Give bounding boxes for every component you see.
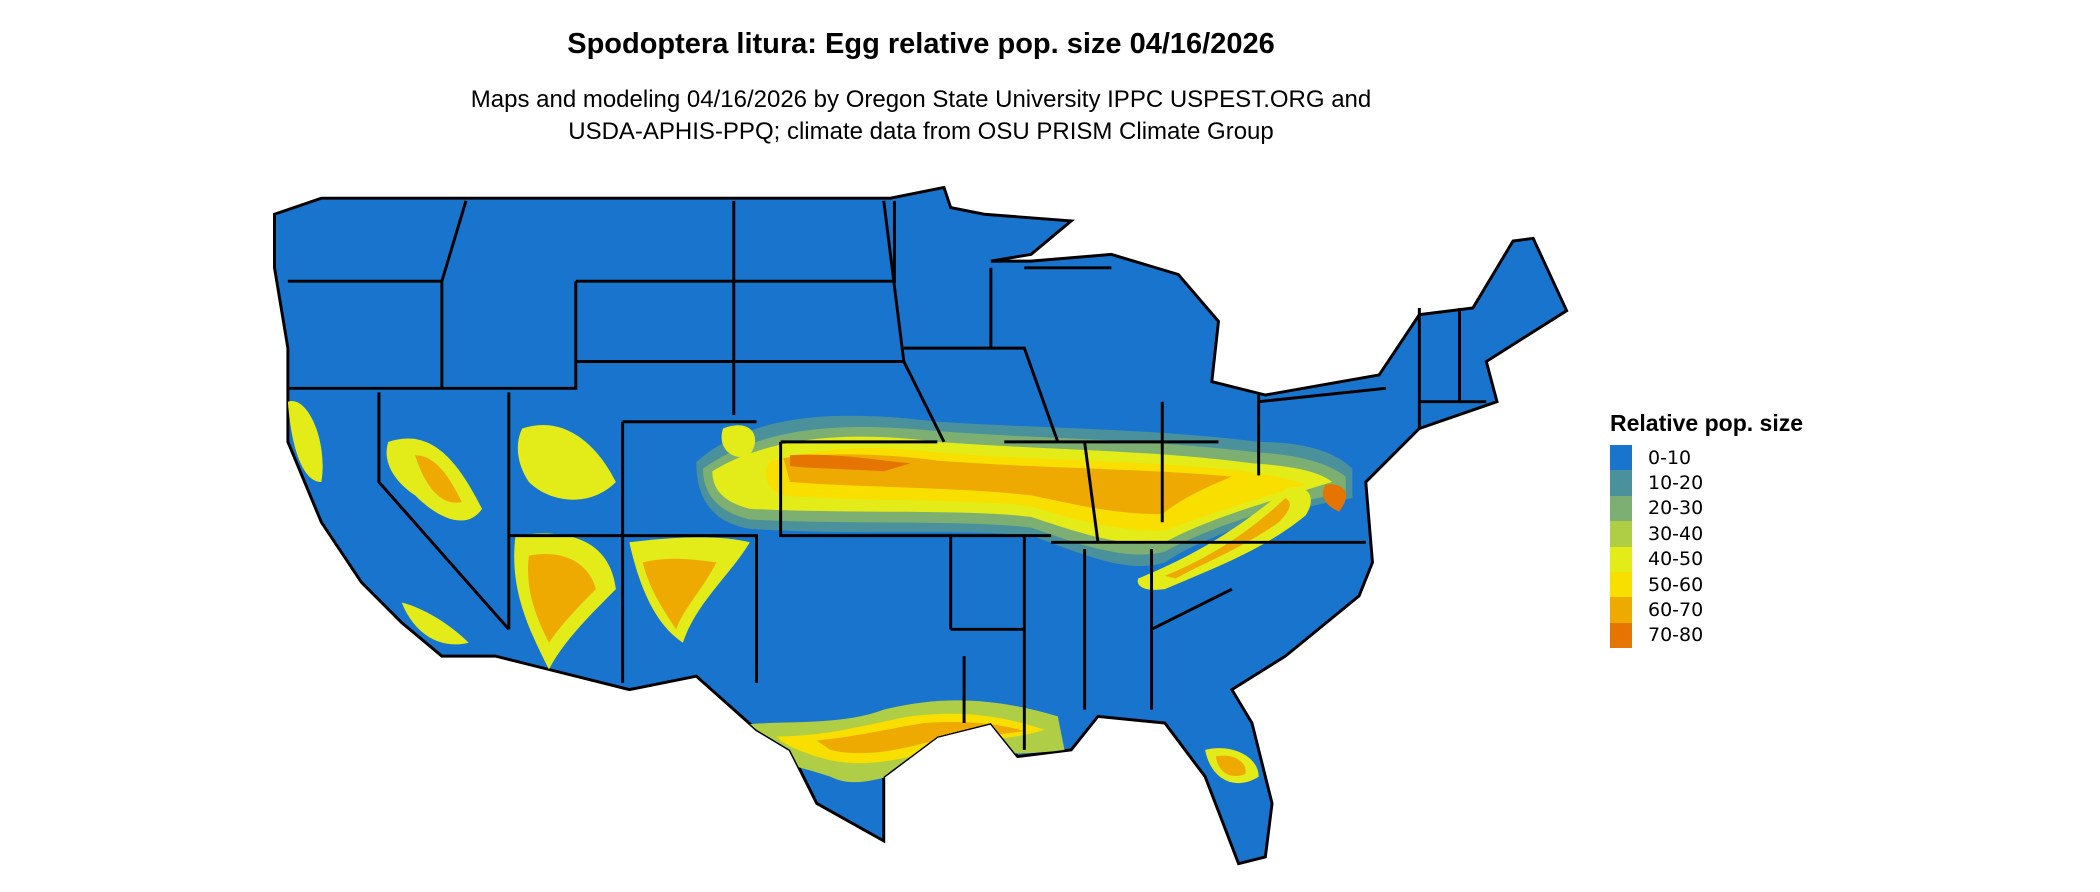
legend-swatch <box>1610 622 1632 649</box>
legend-swatch <box>1610 546 1632 572</box>
legend-label: 10-20 <box>1648 472 1704 495</box>
legend-label: 70-80 <box>1648 624 1704 647</box>
legend-swatch <box>1610 521 1632 547</box>
legend-swatch <box>1610 571 1632 598</box>
legend-item: 40-50 <box>1610 546 1803 572</box>
legend-item: 70-80 <box>1610 622 1803 649</box>
legend-swatch <box>1610 445 1632 471</box>
legend-label: 40-50 <box>1648 548 1704 571</box>
legend-label: 60-70 <box>1648 599 1704 622</box>
zone-60-70 <box>783 454 1232 515</box>
legend-item: 50-60 <box>1610 571 1803 598</box>
legend-label: 30-40 <box>1648 522 1704 545</box>
zone-60-70 <box>1164 498 1290 579</box>
zone-60-70 <box>1215 755 1246 776</box>
legend-item: 60-70 <box>1610 597 1803 623</box>
state-boundaries <box>287 200 1487 750</box>
legend-swatch <box>1610 470 1632 496</box>
legend-item: 10-20 <box>1610 470 1803 496</box>
map-subtitle-line-2: USDA-APHIS-PPQ; climate data from OSU PR… <box>568 118 1274 145</box>
legend-item: 20-30 <box>1610 495 1803 522</box>
zone-70-80 <box>1322 484 1346 512</box>
legend-item: 0-10 <box>1610 445 1803 471</box>
legend-title: Relative pop. size <box>1610 410 1804 436</box>
legend-swatch <box>1610 495 1632 522</box>
legend-label: 0-10 <box>1648 446 1692 469</box>
zone-60-70 <box>415 455 717 643</box>
legend-item: 30-40 <box>1610 521 1803 547</box>
legend-swatch <box>1610 597 1632 623</box>
legend-label: 50-60 <box>1648 573 1704 596</box>
zone-40-50 <box>1137 486 1311 590</box>
zone-70-80 <box>790 454 911 472</box>
map-title: Spodoptera litura: Egg relative pop. siz… <box>567 28 1275 60</box>
legend: Relative pop. size 0-10 10-20 20-30 30-40 40… <box>1610 410 1804 649</box>
map-subtitle-line-1: Maps and modeling 04/16/2026 by Oregon S… <box>470 86 1372 113</box>
legend-label: 20-30 <box>1648 497 1704 520</box>
